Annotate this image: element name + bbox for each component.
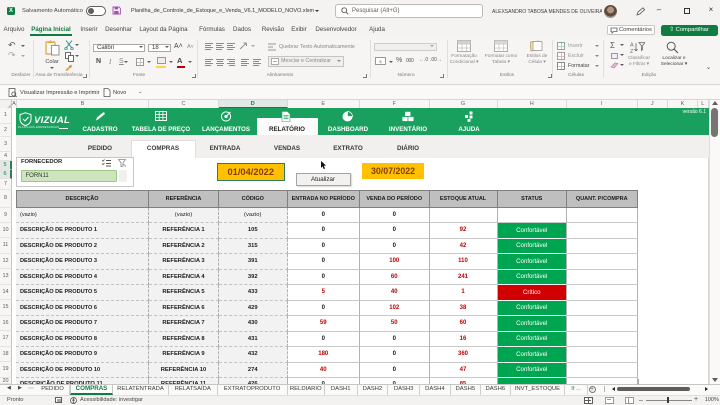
svg-text:Z: Z [630,49,634,54]
svg-text:A: A [630,43,634,49]
